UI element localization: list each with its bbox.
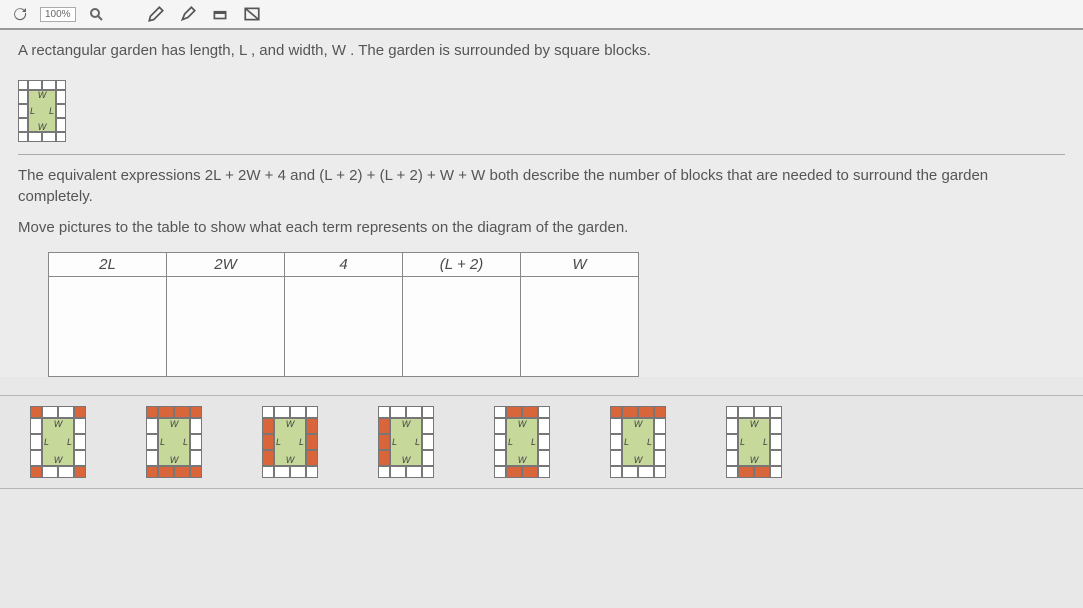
- choices-tray: W W L L W W L L: [0, 395, 1083, 489]
- zoom-level[interactable]: 100%: [40, 7, 76, 22]
- drop-slot[interactable]: [285, 277, 403, 377]
- content: A rectangular garden has length, L , and…: [0, 30, 1083, 377]
- drop-slot[interactable]: [521, 277, 639, 377]
- choice-tile[interactable]: W W L L: [726, 406, 782, 478]
- choice-tile[interactable]: W W L L: [378, 406, 434, 478]
- label-w: W: [38, 90, 47, 100]
- highlighter-icon[interactable]: [176, 2, 200, 26]
- choice-tile[interactable]: W W L L: [146, 406, 202, 478]
- col-header: 4: [285, 253, 403, 277]
- clear-icon[interactable]: [240, 2, 264, 26]
- pencil-icon[interactable]: [144, 2, 168, 26]
- choice-tile[interactable]: W W L L: [610, 406, 666, 478]
- col-header: W: [521, 253, 639, 277]
- drop-slot[interactable]: [49, 277, 167, 377]
- answer-table: 2L 2W 4 (L + 2) W: [48, 252, 639, 377]
- refresh-icon[interactable]: [8, 2, 32, 26]
- toolbar: 100%: [0, 0, 1083, 30]
- label-w: W: [38, 122, 47, 132]
- reference-diagram: W W L L: [18, 77, 66, 142]
- label-l: L: [49, 106, 54, 116]
- zoom-icon[interactable]: [84, 2, 108, 26]
- intro-text: A rectangular garden has length, L , and…: [18, 40, 1065, 61]
- col-header: 2L: [49, 253, 167, 277]
- drop-slot[interactable]: [403, 277, 521, 377]
- eraser-icon[interactable]: [208, 2, 232, 26]
- label-l: L: [30, 106, 35, 116]
- col-header: (L + 2): [403, 253, 521, 277]
- choice-tile[interactable]: W W L L: [30, 406, 86, 478]
- divider: [18, 154, 1065, 155]
- choice-tile[interactable]: W W L L: [262, 406, 318, 478]
- expressions-text: The equivalent expressions 2L + 2W + 4 a…: [18, 165, 1065, 207]
- instruction-text: Move pictures to the table to show what …: [18, 217, 1065, 238]
- col-header: 2W: [167, 253, 285, 277]
- choice-tile[interactable]: W W L L: [494, 406, 550, 478]
- drop-slot[interactable]: [167, 277, 285, 377]
